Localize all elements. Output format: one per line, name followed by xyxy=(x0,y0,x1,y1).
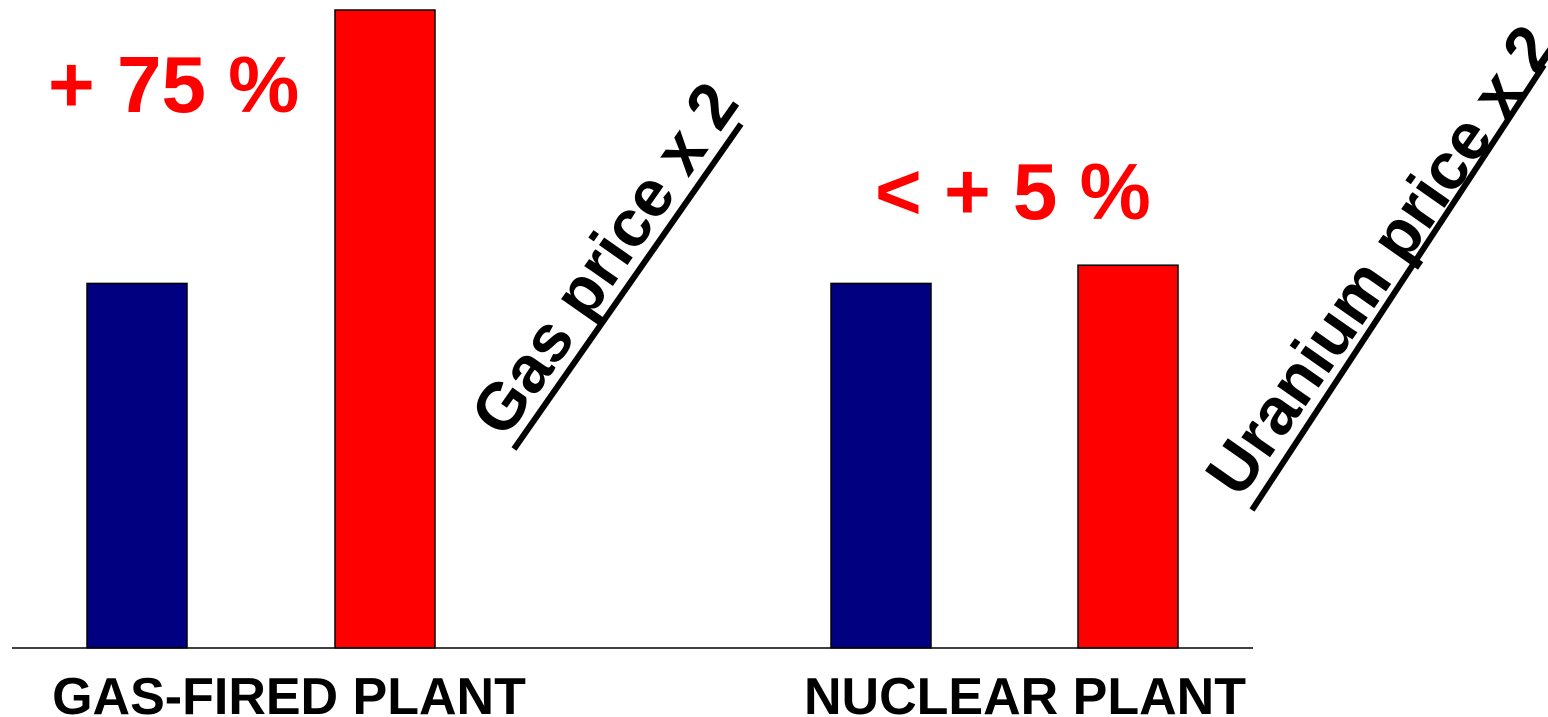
bar-gas-fired-plant-after xyxy=(334,9,436,649)
note-gas-price: Gas price x 2 xyxy=(456,69,752,448)
note-uranium-price-underline xyxy=(1249,63,1547,512)
note-uranium-price: Uranium price x 2 xyxy=(1191,12,1548,508)
bar-gas-fired-plant-before xyxy=(86,282,188,649)
note-uranium-price-text: Uranium price x 2 xyxy=(1191,12,1548,508)
bar-nuclear-plant-before xyxy=(830,282,932,649)
annotation-nuclear-increase: < + 5 % xyxy=(875,147,1151,236)
category-label-nuclear-plant: NUCLEAR PLANT xyxy=(804,668,1246,717)
note-gas-price-underline xyxy=(511,122,744,451)
note-gas-price-text: Gas price x 2 xyxy=(456,69,752,448)
annotation-gas-increase: + 75 % xyxy=(48,40,299,129)
category-label-gas-fired-plant: GAS-FIRED PLANT xyxy=(52,668,526,717)
bar-nuclear-plant-after xyxy=(1077,264,1179,649)
